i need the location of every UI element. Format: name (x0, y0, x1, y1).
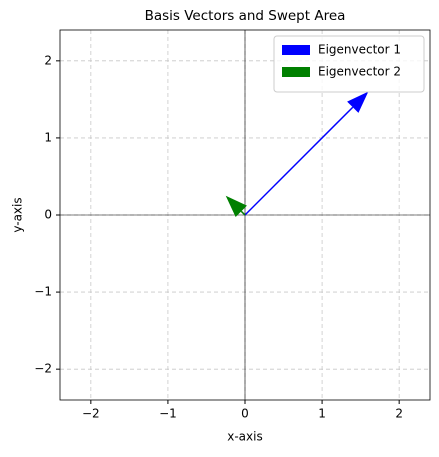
y-tick-label: −1 (34, 285, 52, 299)
chart-title: Basis Vectors and Swept Area (145, 8, 346, 24)
x-axis-label: x-axis (227, 430, 262, 444)
x-tick-label: 1 (318, 407, 326, 421)
legend-swatch (282, 67, 310, 77)
legend-box (273, 35, 425, 93)
legend-label: Eigenvector 2 (318, 65, 401, 79)
legend-label: Eigenvector 1 (318, 43, 401, 57)
legend-swatch (282, 45, 310, 55)
vector-shaft (244, 106, 354, 216)
vector-head (225, 195, 247, 217)
x-tick-label: −2 (82, 407, 100, 421)
y-tick-label: 2 (44, 53, 52, 67)
x-tick-label: 0 (241, 407, 249, 421)
vector-arrow (225, 195, 247, 217)
vector-arrow (244, 91, 369, 216)
y-tick-label: 0 (44, 208, 52, 222)
vector-head (347, 91, 369, 113)
y-tick-label: 1 (44, 130, 52, 144)
y-axis-label: y-axis (11, 197, 25, 232)
vector-shaft (240, 210, 246, 216)
plot-frame (59, 29, 431, 401)
x-tick-label: 2 (395, 407, 403, 421)
x-tick-label: −1 (159, 407, 177, 421)
y-tick-label: −2 (34, 362, 52, 376)
